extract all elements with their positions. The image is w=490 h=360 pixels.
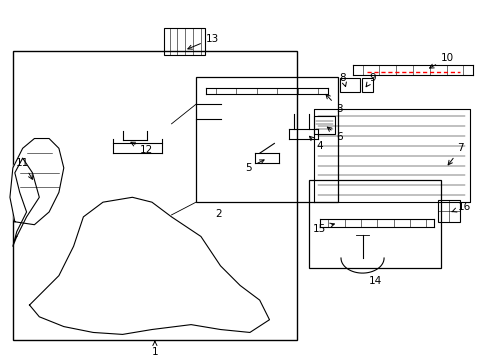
Text: 5: 5: [245, 160, 264, 173]
Text: 3: 3: [326, 94, 343, 114]
Text: 13: 13: [188, 33, 219, 49]
Text: 8: 8: [340, 73, 346, 86]
Bar: [13, 51, 297, 340]
Text: 10: 10: [430, 53, 454, 68]
Text: 6: 6: [327, 127, 343, 141]
Text: 1: 1: [151, 341, 158, 357]
Bar: [164, 28, 205, 55]
Bar: [340, 78, 360, 91]
Bar: [438, 200, 460, 222]
Text: 11: 11: [16, 158, 32, 179]
Text: 14: 14: [368, 276, 382, 285]
Text: 16: 16: [452, 202, 471, 212]
Bar: [309, 180, 441, 268]
Text: 2: 2: [215, 209, 222, 219]
Bar: [196, 77, 338, 202]
Text: 7: 7: [448, 143, 464, 165]
Text: 9: 9: [366, 73, 376, 87]
Polygon shape: [10, 139, 64, 225]
Bar: [314, 116, 335, 134]
Text: 4: 4: [310, 136, 323, 151]
Text: 15: 15: [313, 223, 334, 234]
Text: 12: 12: [131, 142, 153, 155]
Bar: [362, 78, 373, 91]
